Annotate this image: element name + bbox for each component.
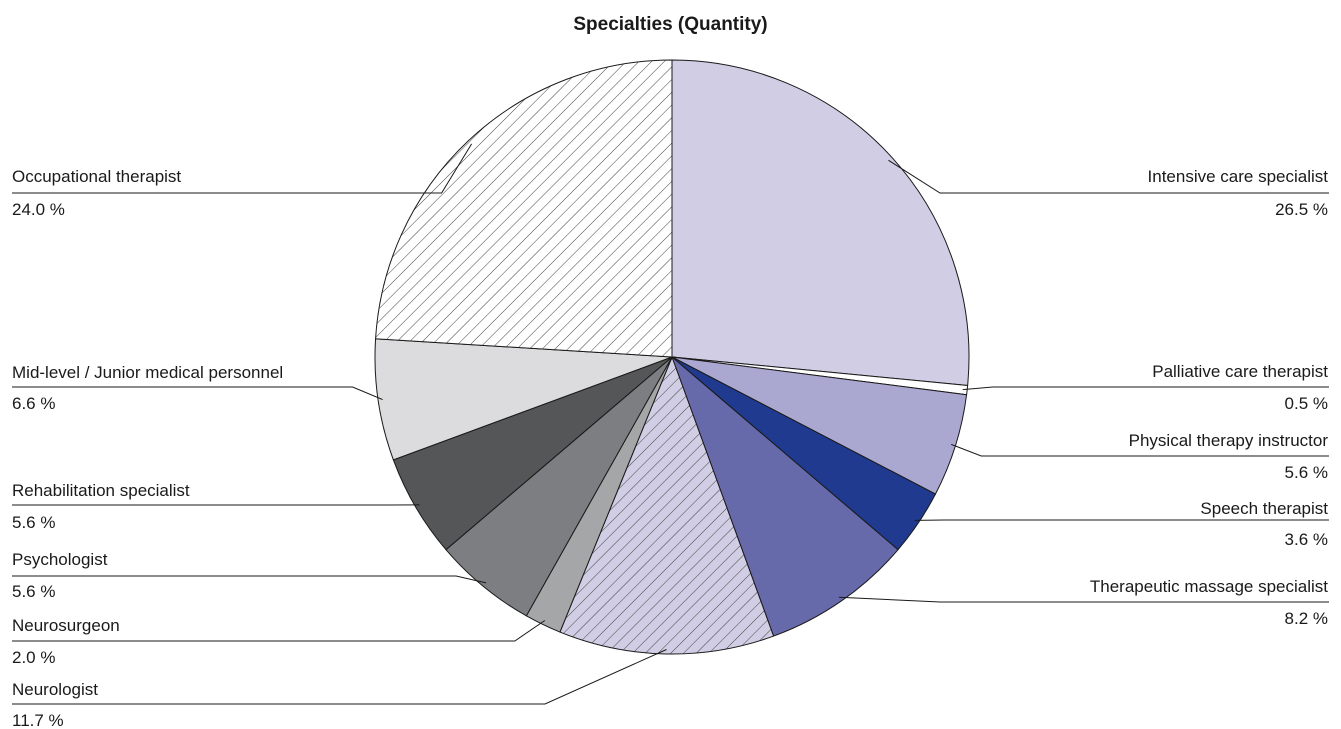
slice-value-intensive-care-specialist: 26.5 % (1275, 200, 1328, 219)
pie-slice-neurologist (559, 355, 775, 655)
slice-label-mid-level-junior-medical-personnel: Mid-level / Junior medical personnel (12, 363, 283, 382)
slice-label-neurosurgeon: Neurosurgeon (12, 616, 120, 635)
slice-value-rehabilitation-specialist: 5.6 % (12, 513, 55, 532)
slice-value-psychologist: 5.6 % (12, 582, 55, 601)
slice-label-physical-therapy-instructor: Physical therapy instructor (1129, 431, 1329, 450)
leader-line-palliative-care-therapist (962, 386, 1329, 391)
slice-label-intensive-care-specialist: Intensive care specialist (1148, 167, 1329, 186)
leader-line-therapeutic-massage-specialist (838, 596, 1329, 603)
leader-line-psychologist (12, 575, 487, 584)
leader-line-intensive-care-specialist (888, 159, 1329, 194)
slice-value-palliative-care-therapist: 0.5 % (1285, 394, 1328, 413)
slice-value-occupational-therapist: 24.0 % (12, 200, 65, 219)
leader-line-occupational-therapist (12, 143, 473, 194)
slice-label-occupational-therapist: Occupational therapist (12, 167, 181, 186)
slice-label-palliative-care-therapist: Palliative care therapist (1152, 362, 1328, 381)
slice-label-rehabilitation-specialist: Rehabilitation specialist (12, 481, 190, 500)
leader-line-physical-therapy-instructor (951, 443, 1329, 457)
pie-slice-intensive-care-specialist (671, 59, 970, 386)
slice-label-psychologist: Psychologist (12, 550, 108, 569)
pie-slice-mid-level-junior-medical-personnel (374, 338, 673, 461)
slice-label-therapeutic-massage-specialist: Therapeutic massage specialist (1090, 577, 1328, 596)
slice-value-speech-therapist: 3.6 % (1285, 530, 1328, 549)
slice-label-speech-therapist: Speech therapist (1200, 499, 1328, 518)
leader-line-mid-level-junior-medical-personnel (12, 386, 383, 401)
slice-value-mid-level-junior-medical-personnel: 6.6 % (12, 394, 55, 413)
slice-value-neurologist: 11.7 % (12, 711, 64, 729)
pie-slice-occupational-therapist (375, 59, 673, 358)
slice-value-physical-therapy-instructor: 5.6 % (1285, 463, 1328, 482)
pie-slice-therapeutic-massage-specialist (670, 355, 899, 637)
slice-label-neurologist: Neurologist (12, 680, 98, 699)
leader-line-neurosurgeon (12, 620, 546, 642)
chart-title: Specialties (Quantity) (573, 14, 768, 35)
slice-value-therapeutic-massage-specialist: 8.2 % (1285, 609, 1328, 628)
slice-value-neurosurgeon: 2.0 % (12, 648, 55, 667)
leader-line-neurologist (12, 649, 667, 705)
